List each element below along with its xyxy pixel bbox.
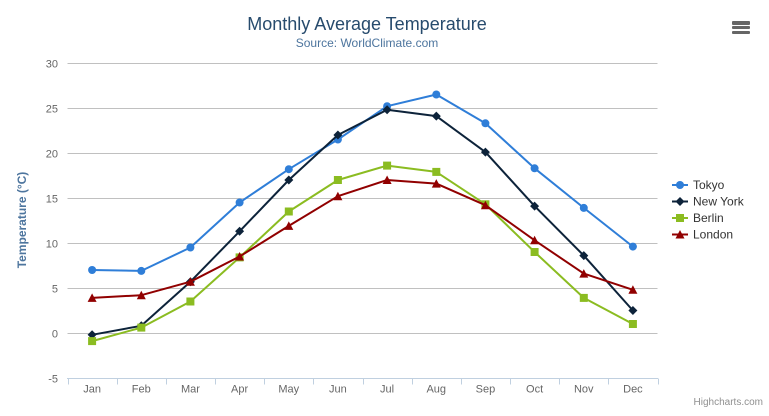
y-axis-tick-label: 0 <box>52 329 58 341</box>
point-berlin-mar[interactable] <box>186 297 195 306</box>
point-tokyo-feb[interactable] <box>137 266 146 275</box>
point-berlin-nov[interactable] <box>579 293 588 302</box>
x-axis-tick-label: Dec <box>623 384 643 396</box>
x-axis-tick-label: May <box>278 384 299 396</box>
point-berlin-feb[interactable] <box>137 323 146 332</box>
point-new-york-jan[interactable] <box>87 330 97 340</box>
point-london-may[interactable] <box>284 221 294 230</box>
legend-marker-tokyo <box>676 181 684 189</box>
chart-subtitle: Source: WorldClimate.com <box>296 36 439 50</box>
point-london-mar[interactable] <box>185 277 195 286</box>
x-axis-tick-label: Oct <box>526 384 543 396</box>
point-berlin-jun[interactable] <box>333 176 342 184</box>
point-new-york-jun[interactable] <box>333 130 343 140</box>
x-axis-tick-label: Mar <box>181 384 200 396</box>
point-berlin-aug[interactable] <box>432 167 441 176</box>
point-tokyo-mar[interactable] <box>186 243 195 252</box>
hamburger-bar <box>732 30 750 34</box>
x-axis-tick-label: Feb <box>132 384 151 396</box>
y-axis-tick-label: 10 <box>46 239 58 251</box>
y-axis-tick-label: 20 <box>46 149 58 161</box>
point-tokyo-dec[interactable] <box>628 242 637 251</box>
x-axis-tick-label: Jun <box>329 384 347 396</box>
point-berlin-oct[interactable] <box>530 248 539 256</box>
point-london-jun[interactable] <box>333 191 343 201</box>
series-new-york <box>87 105 638 340</box>
legend-label-new-york: New York <box>693 195 745 209</box>
point-tokyo-may[interactable] <box>284 165 293 174</box>
series-group <box>87 90 638 346</box>
point-london-apr[interactable] <box>235 252 245 261</box>
point-new-york-aug[interactable] <box>431 111 441 121</box>
legend-label-tokyo: Tokyo <box>693 178 725 192</box>
x-axis-labels: Jan Feb Mar Apr May Jun Jul Aug Sep Oct Nov Dec <box>83 384 643 396</box>
legend-item-berlin[interactable]: Berlin <box>672 211 724 225</box>
point-new-york-apr[interactable] <box>235 226 245 236</box>
hamburger-bar <box>732 25 750 30</box>
chart-title: Monthly Average Temperature <box>247 14 486 34</box>
point-berlin-jul[interactable] <box>383 161 392 170</box>
x-axis-tick-label: Apr <box>231 384 248 396</box>
legend-marker-london <box>675 230 685 239</box>
series-line-tokyo <box>91 93 634 272</box>
y-axis-tick-label: 30 <box>46 59 58 71</box>
point-berlin-dec[interactable] <box>628 320 637 328</box>
series-tokyo <box>88 90 637 275</box>
x-axis-line <box>67 378 659 385</box>
legend-item-new-york[interactable]: New York <box>672 195 745 209</box>
series-line-berlin <box>91 164 634 343</box>
point-tokyo-aug[interactable] <box>432 90 441 99</box>
x-axis-tick-label: Aug <box>426 384 446 396</box>
legend-label-london: London <box>693 228 733 242</box>
hamburger-bar <box>732 21 750 25</box>
y-axis-tick-label: 15 <box>46 194 58 206</box>
x-axis-tick-label: Sep <box>476 384 496 396</box>
series-london <box>87 175 638 302</box>
y-axis-tick-label: 5 <box>52 284 58 296</box>
y-axis-labels: -5 0 5 10 15 20 25 30 <box>46 59 58 386</box>
point-london-jul[interactable] <box>382 175 392 185</box>
legend: Tokyo New York Berlin London <box>672 178 745 242</box>
y-axis-tick-label: -5 <box>48 374 58 386</box>
series-line-london <box>91 179 634 299</box>
point-new-york-nov[interactable] <box>579 251 589 261</box>
x-axis-tick-label: Jan <box>83 384 101 396</box>
point-berlin-jan[interactable] <box>88 337 97 346</box>
point-tokyo-oct[interactable] <box>530 164 539 173</box>
legend-label-berlin: Berlin <box>693 211 724 225</box>
point-london-sep[interactable] <box>480 200 490 210</box>
point-london-aug[interactable] <box>431 179 441 188</box>
legend-marker-new-york <box>675 197 685 206</box>
x-axis-tick-label: Jul <box>380 384 394 396</box>
point-london-nov[interactable] <box>579 269 589 278</box>
y-axis-tick-label: 25 <box>46 104 58 116</box>
point-new-york-jul[interactable] <box>382 105 392 115</box>
point-new-york-may[interactable] <box>284 175 294 185</box>
highcharts-credit-link[interactable]: Highcharts.com <box>694 397 763 408</box>
point-tokyo-apr[interactable] <box>235 198 244 207</box>
context-menu-button[interactable] <box>732 20 751 35</box>
point-tokyo-jan[interactable] <box>88 266 97 274</box>
point-london-oct[interactable] <box>530 235 540 245</box>
point-berlin-may[interactable] <box>284 207 293 216</box>
point-tokyo-sep[interactable] <box>481 119 490 128</box>
y-gridlines <box>67 63 658 379</box>
series-line-new-york <box>91 108 634 336</box>
point-london-dec[interactable] <box>628 285 638 294</box>
legend-item-tokyo[interactable]: Tokyo <box>672 178 725 192</box>
point-london-jan[interactable] <box>87 293 97 302</box>
point-new-york-oct[interactable] <box>530 201 540 211</box>
x-axis-tick-label: Nov <box>574 384 594 396</box>
point-new-york-dec[interactable] <box>628 306 638 315</box>
point-tokyo-nov[interactable] <box>579 203 588 212</box>
point-new-york-sep[interactable] <box>480 147 490 157</box>
point-london-feb[interactable] <box>136 290 146 300</box>
legend-item-london[interactable]: London <box>672 228 733 242</box>
y-axis-title: Temperature (°C) <box>15 172 29 269</box>
legend-marker-berlin <box>676 214 684 222</box>
